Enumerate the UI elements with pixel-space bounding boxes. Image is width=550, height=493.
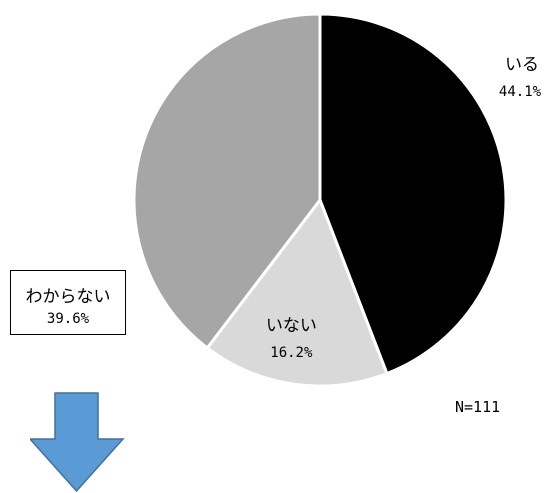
sample-size-annotation: N=111 (455, 398, 501, 416)
down-arrow-icon (30, 392, 125, 493)
slice-value-wakaranai: 39.6% (46, 311, 90, 327)
slice-label-wakaranai: わからない (25, 287, 111, 307)
slice-label-iru: いる (505, 55, 539, 75)
slice-label-inai: いない (266, 316, 317, 336)
callout-box-wakaranai: わからない 39.6% (10, 270, 126, 335)
slice-value-iru: 44.1% (499, 84, 542, 100)
slice-value-inai: 16.2% (270, 345, 313, 361)
pie-slice-wakaranai (132, 12, 322, 351)
pie-slice-iru (318, 12, 508, 376)
pie-slice-inai (205, 196, 389, 388)
